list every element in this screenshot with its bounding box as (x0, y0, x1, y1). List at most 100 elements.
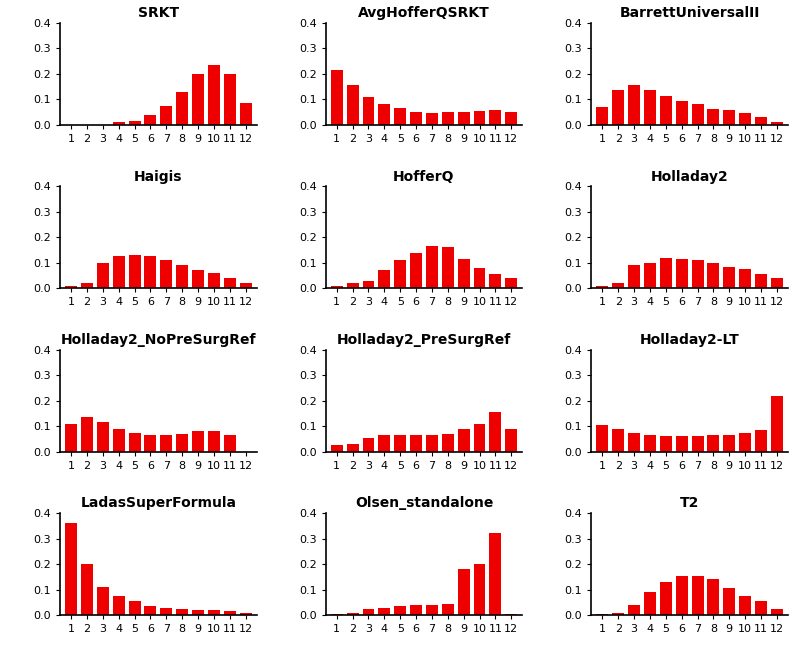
Bar (771, 278, 783, 288)
Bar (442, 603, 454, 615)
Bar (660, 96, 672, 125)
Bar (346, 613, 358, 615)
Bar (208, 65, 220, 125)
Bar (176, 609, 188, 615)
Bar (739, 596, 751, 615)
Title: Haigis: Haigis (134, 170, 182, 184)
Bar (771, 609, 783, 615)
Bar (474, 111, 486, 125)
Bar (129, 433, 141, 452)
Bar (330, 445, 342, 452)
Bar (113, 122, 125, 125)
Bar (644, 90, 656, 125)
Bar (160, 105, 172, 125)
Bar (65, 286, 77, 288)
Bar (65, 424, 77, 452)
Bar (330, 614, 342, 615)
Bar (490, 533, 502, 615)
Bar (628, 433, 640, 452)
Bar (346, 444, 358, 452)
Bar (426, 113, 438, 125)
Bar (113, 256, 125, 288)
Bar (160, 435, 172, 452)
Bar (65, 523, 77, 615)
Bar (771, 396, 783, 452)
Bar (192, 270, 204, 288)
Bar (676, 575, 688, 615)
Bar (129, 255, 141, 288)
Bar (176, 92, 188, 125)
Bar (240, 104, 251, 125)
Bar (644, 263, 656, 288)
Bar (410, 112, 422, 125)
Bar (723, 435, 735, 452)
Bar (240, 283, 251, 288)
Bar (378, 607, 390, 615)
Bar (692, 575, 703, 615)
Bar (628, 85, 640, 125)
Bar (224, 435, 236, 452)
Bar (208, 273, 220, 288)
Bar (362, 281, 374, 288)
Bar (755, 430, 767, 452)
Title: Holladay2: Holladay2 (650, 170, 729, 184)
Bar (660, 436, 672, 452)
Bar (597, 425, 608, 452)
Bar (458, 259, 470, 288)
Bar (660, 582, 672, 615)
Bar (628, 605, 640, 615)
Bar (97, 422, 109, 452)
Bar (208, 610, 220, 615)
Bar (410, 253, 422, 288)
Bar (723, 589, 735, 615)
Title: T2: T2 (680, 497, 699, 510)
Bar (474, 564, 486, 615)
Bar (458, 112, 470, 125)
Bar (692, 260, 703, 288)
Bar (394, 260, 406, 288)
Bar (490, 109, 502, 125)
Bar (755, 274, 767, 288)
Title: Holladay2_NoPreSurgRef: Holladay2_NoPreSurgRef (61, 333, 256, 347)
Bar (97, 263, 109, 288)
Bar (224, 278, 236, 288)
Bar (426, 435, 438, 452)
Title: AvgHofferQSRKT: AvgHofferQSRKT (358, 7, 490, 20)
Bar (145, 435, 156, 452)
Bar (160, 260, 172, 288)
Bar (192, 74, 204, 125)
Bar (660, 258, 672, 288)
Bar (612, 90, 624, 125)
Bar (707, 263, 719, 288)
Bar (458, 429, 470, 452)
Bar (81, 564, 93, 615)
Bar (346, 85, 358, 125)
Bar (145, 606, 156, 615)
Bar (506, 278, 518, 288)
Title: LadasSuperFormula: LadasSuperFormula (80, 497, 236, 510)
Bar (597, 614, 608, 615)
Bar (240, 613, 251, 615)
Bar (506, 112, 518, 125)
Bar (362, 97, 374, 125)
Bar (176, 434, 188, 452)
Bar (145, 256, 156, 288)
Bar (755, 117, 767, 125)
Bar (410, 605, 422, 615)
Bar (97, 587, 109, 615)
Title: BarrettUniversalII: BarrettUniversalII (619, 7, 760, 20)
Bar (145, 115, 156, 125)
Bar (612, 283, 624, 288)
Bar (707, 435, 719, 452)
Bar (739, 270, 751, 288)
Bar (506, 429, 518, 452)
Bar (490, 274, 502, 288)
Bar (739, 113, 751, 125)
Bar (224, 611, 236, 615)
Bar (224, 74, 236, 125)
Bar (330, 70, 342, 125)
Title: Olsen_standalone: Olsen_standalone (355, 497, 493, 510)
Title: SRKT: SRKT (138, 7, 179, 20)
Bar (330, 286, 342, 288)
Bar (442, 112, 454, 125)
